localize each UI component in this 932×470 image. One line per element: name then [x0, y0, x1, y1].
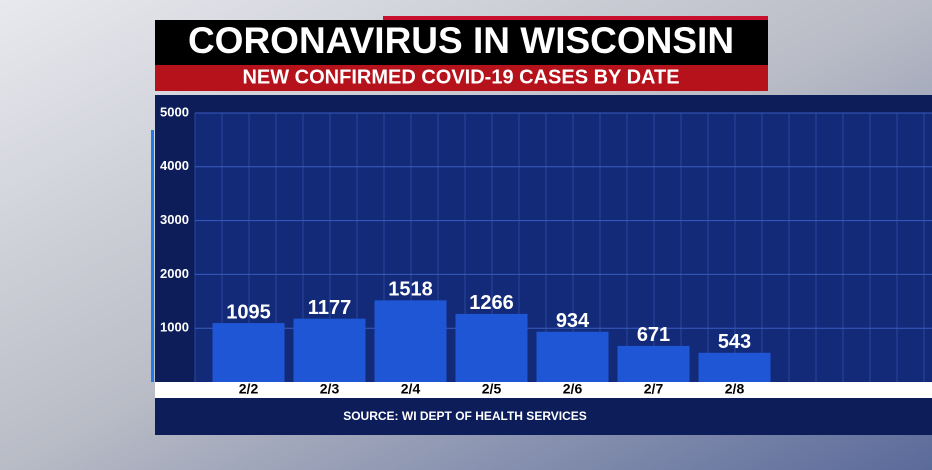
source: SOURCE: WI DEPT OF HEALTH SERVICES [343, 409, 587, 423]
accent-line [151, 130, 154, 382]
bar [212, 323, 285, 382]
x-tick-label: 2/6 [563, 381, 583, 397]
bar [698, 352, 771, 382]
value-label: 1518 [388, 279, 433, 301]
x-tick-label: 2/4 [401, 381, 421, 397]
bar [455, 313, 528, 382]
x-axis-strip [155, 382, 932, 398]
x-tick-label: 2/3 [320, 381, 340, 397]
bar [374, 300, 447, 382]
x-tick-label: 2/2 [239, 381, 259, 397]
title-box [155, 20, 768, 65]
y-tick-label: 5000 [160, 104, 189, 119]
value-label: 543 [718, 331, 751, 353]
value-label: 671 [637, 324, 670, 346]
y-tick-label: 2000 [160, 266, 189, 281]
value-label: 934 [556, 310, 590, 332]
bar [293, 318, 366, 382]
subtitle-box [155, 65, 768, 91]
chart-title: CORONAVIRUS IN WISCONSIN [188, 20, 734, 61]
value-label: 1266 [469, 292, 514, 314]
x-tick-label: 2/8 [725, 381, 745, 397]
chart-subtitle: NEW CONFIRMED COVID-19 CASES BY DATE [242, 66, 679, 88]
x-tick-label: 2/7 [644, 381, 664, 397]
value-label: 1177 [308, 297, 351, 319]
bar [617, 345, 690, 382]
bar [536, 331, 609, 382]
y-tick-label: 1000 [160, 320, 189, 335]
value-label: 1095 [226, 301, 271, 323]
x-tick-label: 2/5 [482, 381, 502, 397]
title-accent [383, 16, 768, 20]
y-tick-label: 3000 [160, 212, 189, 227]
y-tick-label: 4000 [160, 158, 189, 173]
